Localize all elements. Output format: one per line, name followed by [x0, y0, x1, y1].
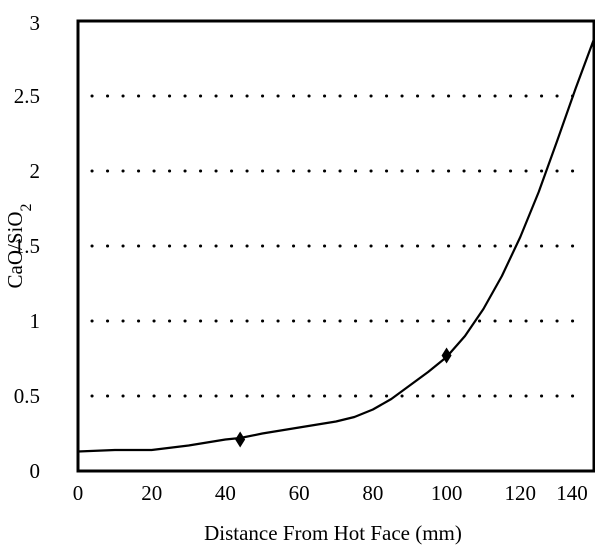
y-tick-label: 1 [30, 309, 41, 333]
x-tick-label: 20 [141, 481, 162, 505]
grid-lines [90, 94, 588, 398]
data-series [76, 34, 595, 453]
y-tick-label: 0.5 [14, 384, 40, 408]
y-tick-label: 2 [30, 159, 41, 183]
x-tick-label: 120 [505, 481, 537, 505]
y-axis-ticks: 0 0.5 1 1.5 2 2.5 3 [14, 11, 40, 483]
x-tick-label: 100 [431, 481, 463, 505]
data-markers [235, 347, 452, 448]
y-tick-label: 0 [30, 459, 41, 483]
data-point-marker [441, 347, 452, 364]
y-axis-title-base: CaO/SiO [3, 211, 27, 288]
y-axis-title: CaO/SiO2 [3, 203, 35, 288]
x-tick-label: 60 [289, 481, 310, 505]
y-tick-label: 1.5 [14, 234, 40, 258]
x-tick-label: 0 [73, 481, 84, 505]
y-axis-title-subscript: 2 [18, 203, 35, 211]
y-tick-label: 3 [30, 11, 41, 35]
x-tick-label: 140 [556, 481, 588, 505]
x-tick-label: 80 [362, 481, 383, 505]
x-axis-title: Distance From Hot Face (mm) [204, 521, 462, 545]
x-axis-ticks: 0 20 40 60 80 100 120 140 [73, 481, 588, 505]
x-tick-label: 40 [215, 481, 236, 505]
plot-frame [76, 19, 595, 473]
data-point-marker [235, 431, 246, 448]
series-line [76, 34, 595, 453]
y-tick-label: 2.5 [14, 84, 40, 108]
